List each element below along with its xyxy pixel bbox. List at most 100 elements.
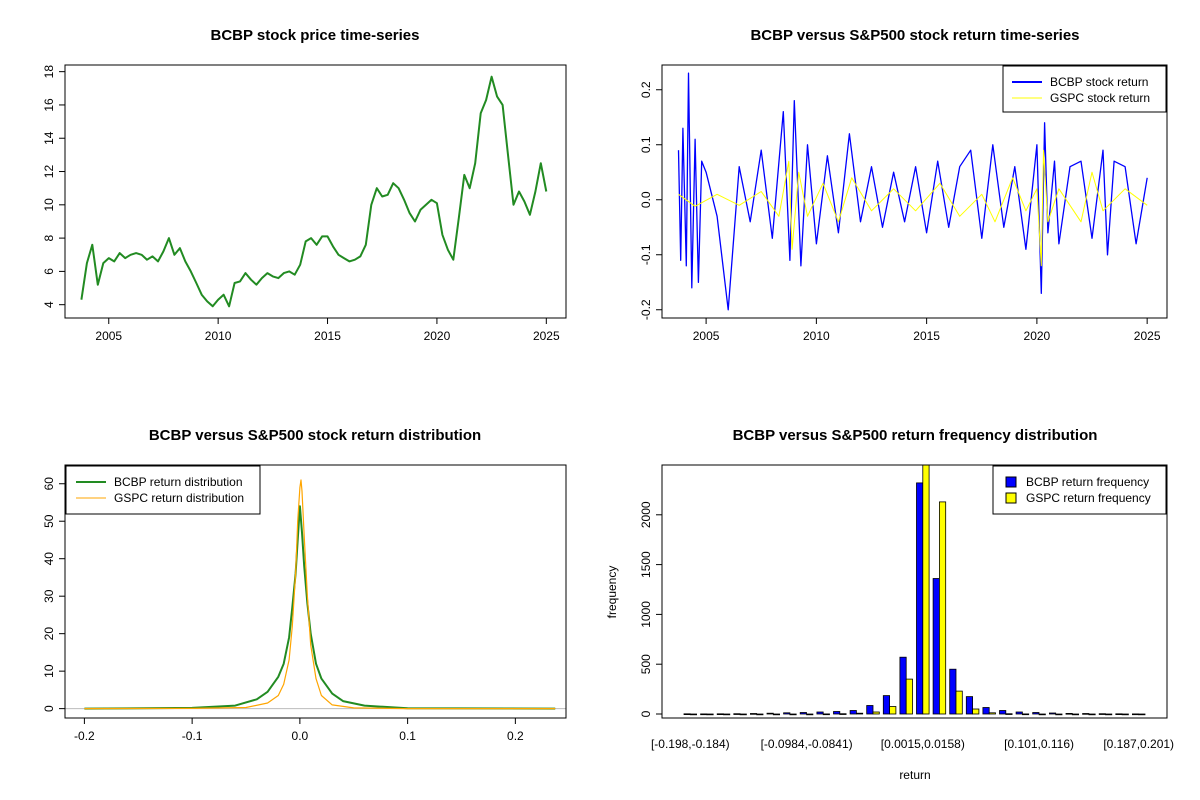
bar-bcbp [750, 713, 758, 715]
x-tick-label: [0.101,0.116) [1004, 737, 1074, 751]
y-tick-label: 1500 [639, 551, 653, 578]
panel-return-density: BCBP versus S&P500 stock return distribu… [42, 427, 567, 743]
bar-gspc [806, 713, 814, 716]
bar-bcbp [982, 707, 990, 715]
bar-bcbp [1082, 713, 1090, 715]
x-tick-label: 2010 [205, 329, 232, 343]
bar-bcbp [899, 656, 907, 715]
legend-label-bcbp: BCBP stock return [1050, 75, 1148, 89]
y-tick-label: 4 [42, 301, 56, 308]
y-tick-label: 20 [42, 627, 56, 641]
bar-gspc [1005, 713, 1013, 715]
legend: BCBP stock return GSPC stock return [1002, 65, 1167, 113]
y-tick-label: 16 [42, 98, 56, 112]
series-line-gspc [84, 479, 556, 710]
x-tick-label: 2015 [913, 329, 940, 343]
legend-box [1002, 65, 1167, 113]
bar-bcbp [816, 711, 824, 715]
bar-bcbp [999, 710, 1007, 715]
bar-gspc [922, 464, 930, 715]
y-tick-label: 12 [42, 165, 56, 179]
bar-bcbp [1015, 711, 1023, 715]
legend-swatch-bcbp [1005, 476, 1017, 488]
bar-gspc [789, 713, 797, 716]
legend-label-bcbp: BCBP return distribution [114, 475, 243, 489]
legend-label-gspc: GSPC return distribution [114, 491, 244, 505]
bar-bcbp [949, 668, 957, 715]
y-tick-label: 0 [42, 705, 56, 712]
y-tick-label: 8 [42, 234, 56, 241]
bar-gspc [905, 678, 913, 715]
bar-gspc [1022, 713, 1030, 716]
x-tick-label: -0.1 [182, 729, 203, 743]
x-tick-label: 2005 [95, 329, 122, 343]
bar-bcbp [683, 713, 691, 715]
series-line-bcbp [84, 505, 556, 710]
bar-gspc [723, 713, 731, 716]
legend: BCBP return distribution GSPC return dis… [65, 465, 261, 515]
bar-bcbp [932, 578, 940, 715]
bar-gspc [756, 713, 764, 716]
x-tick-label: 2025 [1134, 329, 1161, 343]
bar-bcbp [1132, 713, 1140, 716]
y-tick-label: -0.2 [639, 299, 653, 320]
bar-bcbp [1098, 713, 1106, 715]
bar-gspc [1088, 713, 1096, 716]
bar-bcbp [733, 713, 741, 715]
y-tick-label: 500 [639, 654, 653, 674]
bar-gspc [972, 708, 980, 715]
chart-title: BCBP versus S&P500 stock return distribu… [149, 427, 481, 444]
series-line-gspc [678, 149, 1148, 267]
legend-label-bcbp: BCBP return frequency [1026, 475, 1149, 489]
bar-gspc [889, 706, 897, 715]
x-axis-label: return [899, 768, 930, 782]
x-tick-label: [-0.198,-0.184) [651, 737, 730, 751]
y-tick-label: 10 [42, 198, 56, 212]
legend-label-gspc: GSPC return frequency [1026, 491, 1151, 505]
bar-gspc [822, 713, 830, 716]
legend-box [992, 465, 1167, 515]
y-tick-label: -0.1 [639, 244, 653, 265]
bar-bcbp [1065, 713, 1073, 715]
bar-bcbp [700, 713, 708, 716]
chart-title: BCBP versus S&P500 return frequency dist… [733, 427, 1098, 444]
bar-bcbp [866, 705, 874, 715]
panel-return-timeseries: BCBP versus S&P500 stock return time-ser… [639, 27, 1168, 343]
plot-frame [661, 64, 1168, 319]
plot-frame [64, 464, 567, 719]
x-tick-label: 0.1 [399, 729, 416, 743]
y-axis-label: frequency [605, 566, 619, 619]
y-tick-label: 0.0 [639, 191, 653, 208]
bar-bcbp [833, 711, 841, 715]
bar-gspc [1038, 713, 1046, 716]
legend-box [65, 465, 261, 515]
bar-gspc [706, 713, 714, 716]
x-tick-label: 2020 [1024, 329, 1051, 343]
bar-bcbp [882, 695, 890, 715]
y-tick-label: 30 [42, 589, 56, 603]
bar-gspc [739, 713, 747, 716]
x-tick-label: 0.0 [292, 729, 309, 743]
plot-frame [64, 64, 567, 319]
bar-gspc [988, 712, 996, 715]
y-tick-label: 6 [42, 268, 56, 275]
bar-bcbp [766, 712, 774, 715]
bar-gspc [856, 712, 864, 715]
bar-gspc [1138, 713, 1146, 716]
panel-price-timeseries: BCBP stock price time-series 2005 2010 201… [42, 27, 567, 343]
bar-gspc [1071, 713, 1080, 716]
bar-gspc [772, 713, 780, 716]
y-tick-label: 14 [42, 131, 56, 145]
bar-gspc [1105, 713, 1113, 716]
bar-gspc [955, 690, 963, 715]
x-tick-label: [0.0015,0.0158) [881, 737, 965, 751]
y-tick-label: 10 [42, 664, 56, 678]
bar-gspc [1121, 713, 1129, 716]
x-tick-label: [0.187,0.201) [1103, 737, 1174, 751]
x-tick-label: 2005 [693, 329, 720, 343]
bar-gspc [689, 713, 697, 716]
legend-label-gspc: GSPC stock return [1050, 91, 1150, 105]
bar-bcbp [916, 482, 924, 715]
chart-title: BCBP versus S&P500 stock return time-ser… [750, 27, 1079, 44]
